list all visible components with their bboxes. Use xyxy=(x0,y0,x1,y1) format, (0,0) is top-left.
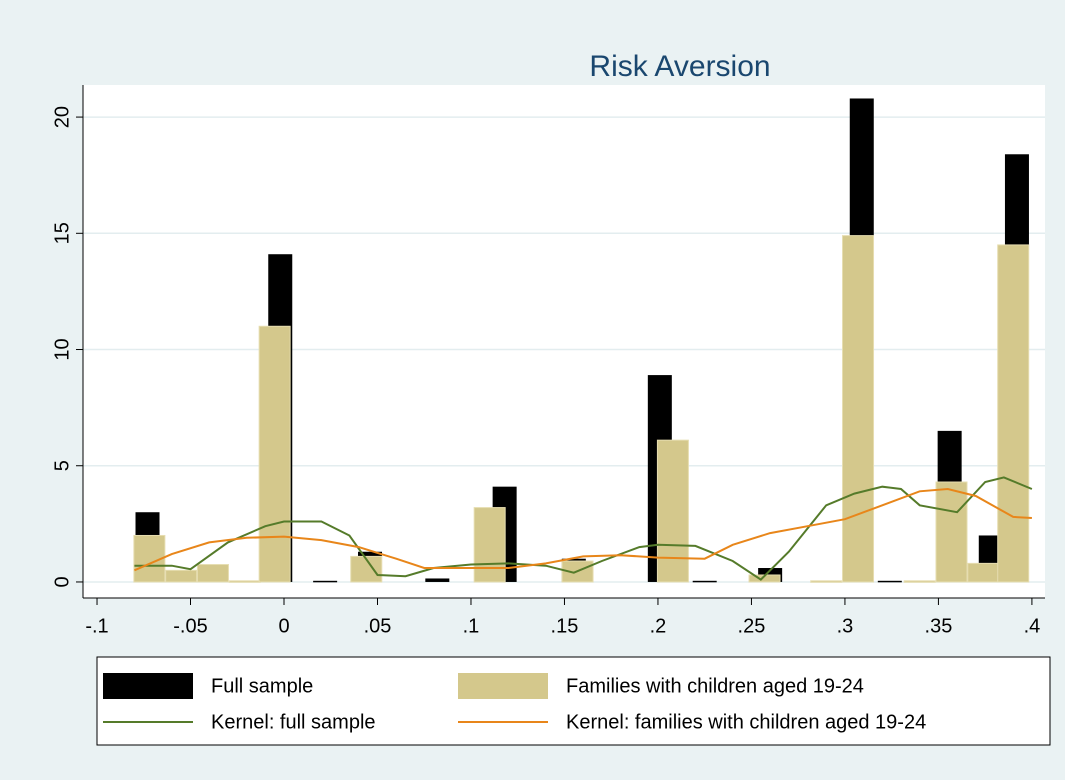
bar xyxy=(196,564,229,583)
x-tick-label: -.05 xyxy=(173,615,207,637)
x-tick-label: .25 xyxy=(738,615,766,637)
bar xyxy=(313,580,338,583)
kernel-line xyxy=(134,476,1033,581)
y-tick-label: 20 xyxy=(51,106,73,128)
bar xyxy=(258,325,291,583)
bar xyxy=(810,580,843,583)
bar xyxy=(877,580,902,583)
chart-title: Risk Aversion xyxy=(589,50,770,83)
legend-label: Kernel: full sample xyxy=(211,711,376,733)
x-tick-label: .05 xyxy=(364,615,392,637)
x-tick-label: .1 xyxy=(463,615,480,637)
legend-label: Families with children aged 19-24 xyxy=(566,675,864,697)
bar xyxy=(165,569,198,583)
y-tick-label: 10 xyxy=(51,338,73,360)
legend-box xyxy=(96,656,1051,746)
x-tick-label: 0 xyxy=(278,615,289,637)
y-tick-label: 0 xyxy=(51,576,73,587)
bar xyxy=(425,578,450,582)
y-tick-label: 5 xyxy=(51,460,73,471)
bar xyxy=(692,580,717,583)
bar xyxy=(228,580,261,583)
bar xyxy=(656,439,689,583)
bar xyxy=(967,562,1000,583)
x-tick-label: .15 xyxy=(551,615,579,637)
x-tick-label: .4 xyxy=(1024,615,1041,637)
x-tick-label: -.1 xyxy=(85,615,108,637)
x-tick-label: .35 xyxy=(925,615,953,637)
bar xyxy=(842,235,875,583)
legend-swatch xyxy=(103,673,193,699)
y-tick-label: 15 xyxy=(51,222,73,244)
bar xyxy=(473,507,506,583)
x-tick-label: .3 xyxy=(837,615,854,637)
plot-area xyxy=(83,85,1045,598)
legend-label: Kernel: families with children aged 19-2… xyxy=(566,711,926,733)
legend-label: Full sample xyxy=(211,675,313,697)
kernel-line xyxy=(134,487,1032,572)
legend-swatch xyxy=(458,673,548,699)
bar xyxy=(935,481,968,583)
bar xyxy=(903,580,936,583)
bar xyxy=(997,244,1030,583)
x-tick-label: .2 xyxy=(650,615,667,637)
